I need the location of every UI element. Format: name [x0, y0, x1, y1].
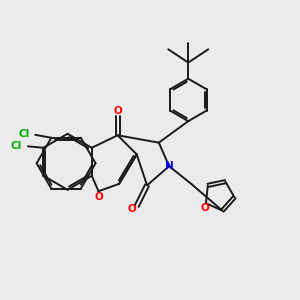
- Text: O: O: [200, 203, 209, 213]
- Text: O: O: [113, 106, 122, 116]
- Text: Cl: Cl: [19, 129, 30, 139]
- Text: O: O: [127, 204, 136, 214]
- Text: O: O: [94, 191, 103, 202]
- Text: Cl: Cl: [11, 141, 22, 151]
- Text: N: N: [165, 160, 174, 171]
